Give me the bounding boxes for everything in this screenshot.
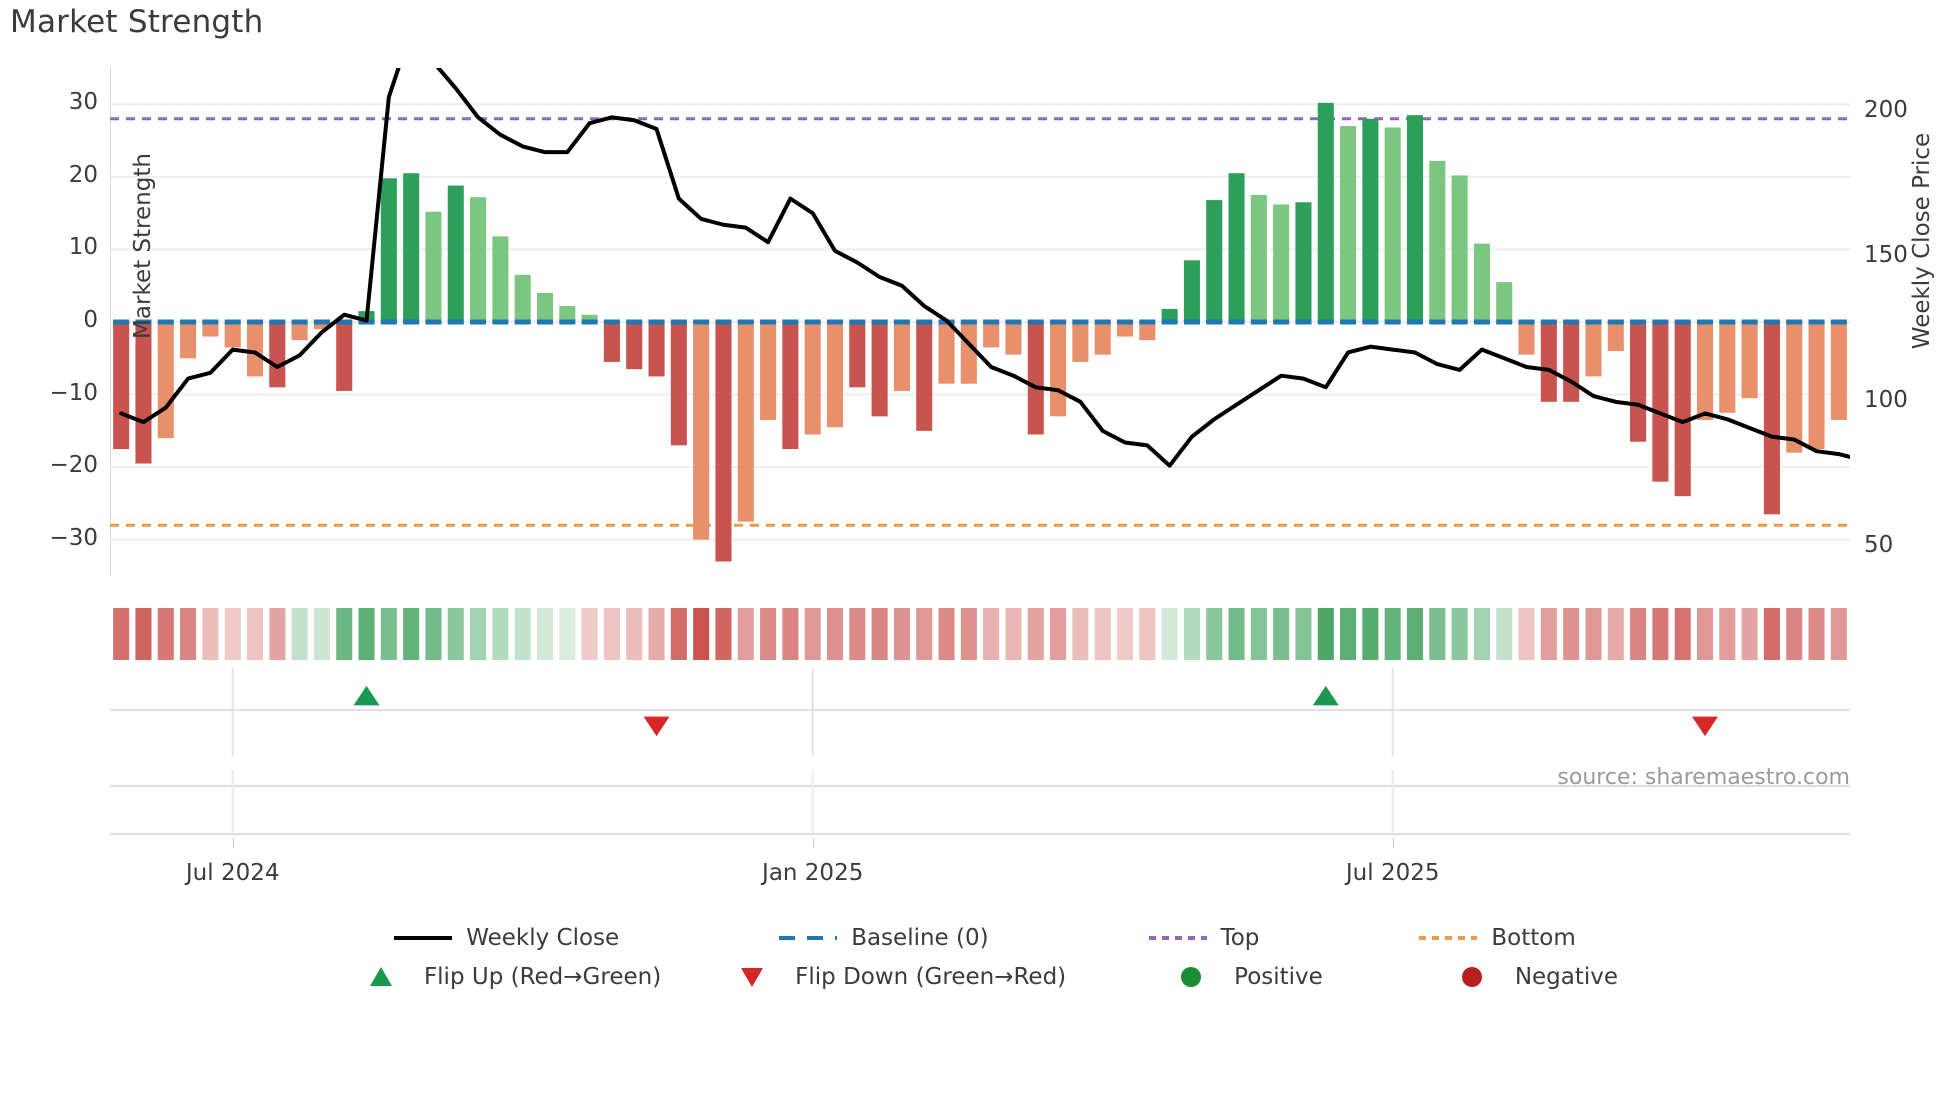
y-axis-right-tick: 100 [1864, 386, 1908, 413]
x-axis-tick-label: Jul 2024 [185, 860, 280, 886]
y-axis-left-tick: 0 [83, 307, 98, 333]
y-axis-left-tick: 10 [68, 234, 98, 261]
y-axis-right-tick: 50 [1864, 531, 1894, 558]
triangle-down-icon [713, 964, 791, 990]
triangle-up-icon [342, 964, 420, 990]
legend-item[interactable]: Positive [1152, 964, 1323, 990]
y-axis-left-tick: 20 [68, 161, 98, 188]
legend-item-label: Weekly Close [466, 925, 620, 951]
flip-marker-band [110, 668, 1850, 768]
y-axis-right-label: Weekly Close Price [1909, 132, 1935, 350]
chart-legend: Weekly Close Baseline (0) Top Bottom Flip U… [0, 925, 1960, 1045]
y-axis-left-tick: −20 [49, 452, 98, 479]
legend-row-primary: Weekly Close Baseline (0) Top Bottom [0, 925, 1960, 951]
legend-item[interactable]: Negative [1433, 964, 1618, 990]
x-axis-tick-mark [812, 838, 814, 848]
legend-row-secondary: Flip Up (Red→Green) Flip Down (Green→Red)… [0, 964, 1960, 990]
page-title: Market Strength [10, 4, 264, 40]
legend-item[interactable]: Weekly Close [384, 925, 619, 951]
y-axis-right-tick: 200 [1864, 96, 1908, 123]
x-axis-tick-label: Jan 2025 [762, 860, 864, 886]
legend-item[interactable]: Flip Down (Green→Red) [713, 964, 1066, 990]
line-dotted-icon [1139, 925, 1217, 951]
legend-item-label: Flip Down (Green→Red) [795, 964, 1067, 990]
x-axis-tick-mark [232, 838, 234, 848]
x-axis-tick-label: Jul 2025 [1345, 860, 1440, 886]
y-axis-left-tick: −10 [49, 379, 98, 406]
legend-item-label: Negative [1514, 964, 1619, 990]
lower-rule-band [110, 770, 1850, 850]
main-plot-area: Market Strength Weekly Close Price 30 20 1… [49, 68, 1935, 576]
legend-item[interactable]: Bottom [1409, 925, 1576, 951]
legend-item[interactable]: Top [1139, 925, 1260, 951]
y-axis-left-label: Market Strength [130, 153, 156, 339]
y-axis-left-tick: 30 [68, 89, 98, 116]
circle-icon [1433, 964, 1511, 990]
y-axis-right-tick: 150 [1864, 241, 1908, 268]
strength-heat-strip [110, 608, 1850, 660]
line-dotted-icon [1409, 925, 1487, 951]
main-plot-svg [110, 68, 1850, 576]
y-axis-left-tick: −30 [49, 524, 98, 551]
lower-rule-svg [110, 770, 1850, 835]
legend-item[interactable]: Baseline (0) [769, 925, 989, 951]
legend-item-label: Top [1220, 925, 1260, 951]
line-dashed-icon [769, 925, 847, 951]
x-axis: Jul 2024 Jan 2025 Jul 2025 [110, 838, 1850, 898]
legend-item-label: Positive [1234, 964, 1323, 990]
legend-item[interactable]: Flip Up (Red→Green) [342, 964, 661, 990]
x-axis-tick-mark [1392, 838, 1394, 848]
legend-item-label: Flip Up (Red→Green) [423, 964, 662, 990]
heat-strip-svg [113, 608, 1847, 660]
line-solid-icon [384, 925, 462, 951]
flip-marker-svg [110, 668, 1850, 756]
circle-icon [1152, 964, 1230, 990]
legend-item-label: Baseline (0) [851, 925, 989, 951]
legend-item-label: Bottom [1491, 925, 1576, 951]
source-attribution: source: sharemaestro.com [1557, 765, 1850, 790]
